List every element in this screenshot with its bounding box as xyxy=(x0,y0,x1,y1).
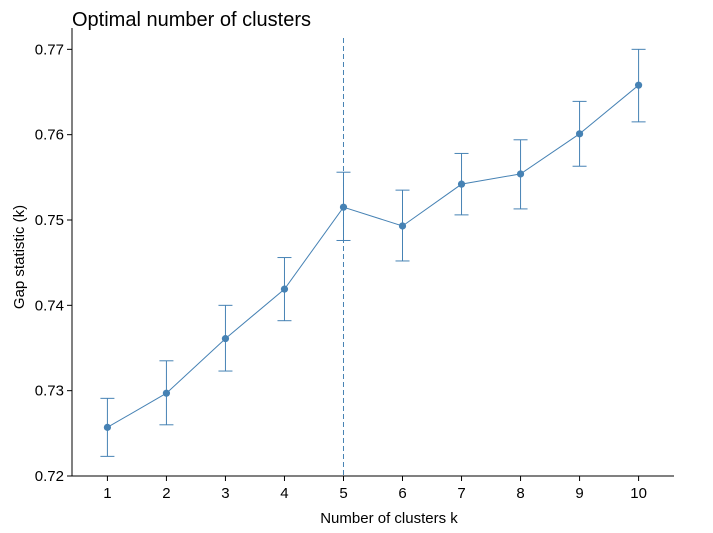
chart-title: Optimal number of clusters xyxy=(72,9,311,31)
y-tick-label: 0.75 xyxy=(35,212,64,229)
y-axis-title: Gap statistic (k) xyxy=(11,205,28,309)
data-point xyxy=(516,170,525,178)
data-point xyxy=(221,335,230,343)
plot-marks xyxy=(100,38,646,476)
x-tick-label: 10 xyxy=(630,485,647,502)
data-point xyxy=(162,389,171,397)
x-tick-label: 7 xyxy=(457,485,465,502)
axes: 0.72 0.73 0.74 0.75 0.76 0.77 1 2 3 4 5 6 7 8 9 10 xyxy=(35,28,674,502)
x-tick-label: 5 xyxy=(339,485,347,502)
data-point xyxy=(575,130,584,138)
x-tick-label: 4 xyxy=(280,485,288,502)
data-point xyxy=(457,180,466,188)
x-tick-label: 6 xyxy=(398,485,406,502)
x-tick-label: 3 xyxy=(221,485,229,502)
x-tick-label: 9 xyxy=(575,485,583,502)
y-tick-label: 0.77 xyxy=(35,41,64,58)
y-tick-label: 0.76 xyxy=(35,127,64,144)
data-point xyxy=(339,203,348,211)
gap-series-line xyxy=(107,84,639,428)
y-tick-label: 0.72 xyxy=(35,468,64,485)
x-tick-label: 1 xyxy=(103,485,111,502)
data-point xyxy=(280,285,289,293)
y-tick-label: 0.74 xyxy=(35,297,64,314)
x-axis-title: Number of clusters k xyxy=(320,510,458,527)
data-point xyxy=(103,423,112,431)
data-point xyxy=(634,81,643,89)
data-point xyxy=(398,222,407,230)
x-tick-label: 2 xyxy=(162,485,170,502)
y-tick-label: 0.73 xyxy=(35,383,64,400)
x-tick-label: 8 xyxy=(516,485,524,502)
